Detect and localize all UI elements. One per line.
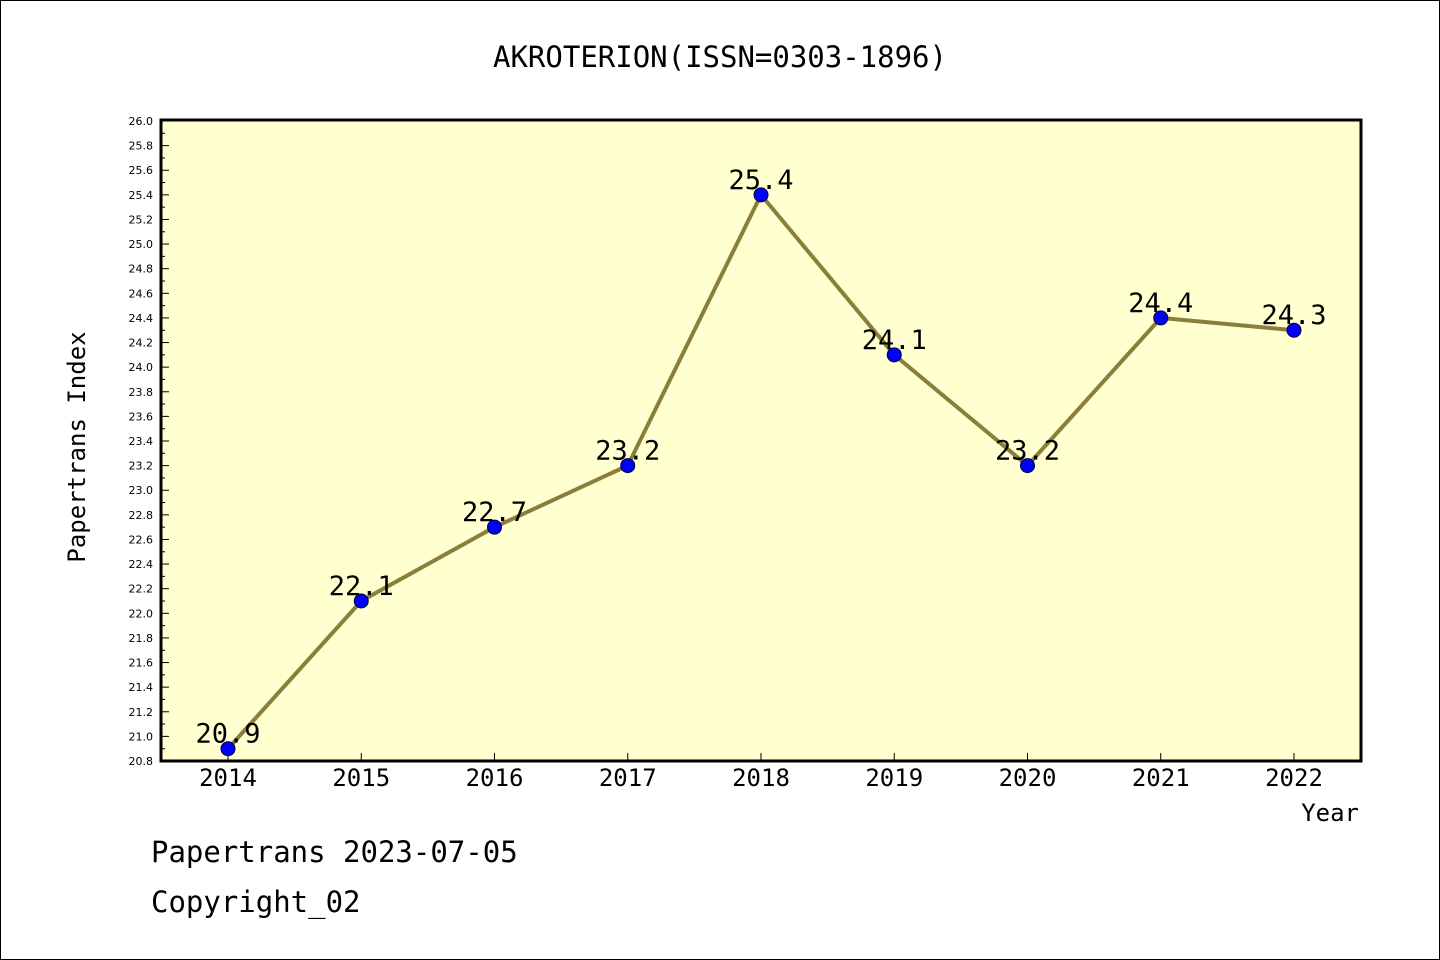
data-label: 24.3	[1261, 300, 1326, 331]
y-tick-label: 25.4	[129, 189, 154, 202]
y-tick-label: 24.6	[129, 287, 154, 300]
y-tick-label: 23.2	[129, 460, 154, 473]
y-tick-label: 22.0	[129, 607, 154, 620]
y-tick-label: 26.0	[129, 115, 154, 128]
y-tick-label: 22.2	[129, 583, 154, 596]
x-axis: 2014 2015 2016 2017 2018 2019 2020 2021 2022	[199, 753, 1323, 792]
x-tick-label: 2014	[199, 764, 257, 792]
data-point	[220, 741, 236, 757]
y-tick-label: 22.8	[129, 509, 154, 522]
y-tick-label: 22.6	[129, 533, 154, 546]
x-tick-label: 2021	[1132, 764, 1190, 792]
data-label: 23.2	[995, 436, 1060, 467]
y-tick-label: 22.4	[129, 558, 154, 571]
data-label-layer: 20.9 22.1 22.7 23.2 25.4 24.1 23.2 24.4 24.3	[195, 165, 1326, 750]
x-tick-label: 2020	[999, 764, 1057, 792]
y-tick-label: 23.6	[129, 410, 154, 423]
y-tick-label: 25.2	[129, 213, 154, 226]
y-axis-label: Papertrans Index	[63, 331, 91, 562]
footer-date: Papertrans 2023-07-05	[151, 835, 518, 869]
point-layer	[220, 187, 1302, 757]
y-tick-label: 21.2	[129, 706, 154, 719]
y-tick-label: 21.4	[129, 681, 154, 694]
plot-area	[159, 118, 1363, 763]
y-tick-label: 25.8	[129, 140, 154, 153]
x-tick-label: 2016	[466, 764, 524, 792]
data-label: 20.9	[195, 719, 260, 750]
data-point	[753, 187, 769, 203]
x-tick-label: 2019	[865, 764, 923, 792]
y-axis: 20.8 21.0 21.2 21.4 21.6 21.8 22.0 22.2 22.4 22.6…	[129, 115, 169, 768]
x-axis-label: Year	[1301, 799, 1359, 827]
y-tick-label: 24.0	[129, 361, 154, 374]
y-tick-label: 23.4	[129, 435, 154, 448]
footer-copyright: Copyright_02	[151, 885, 361, 919]
y-tick-label: 24.2	[129, 337, 154, 350]
data-point	[487, 519, 502, 535]
data-point	[886, 347, 902, 363]
y-tick-label: 21.6	[129, 657, 154, 670]
y-tick-label: 25.0	[129, 238, 154, 251]
y-tick-label: 20.8	[129, 755, 154, 768]
y-tick-label: 23.0	[129, 484, 154, 497]
y-tick-label: 21.8	[129, 632, 154, 645]
x-tick-label: 2018	[732, 764, 790, 792]
y-tick-label: 24.8	[129, 263, 154, 276]
data-label: 24.1	[862, 325, 927, 356]
y-tick-label: 25.6	[129, 164, 154, 177]
data-label: 24.4	[1128, 288, 1193, 319]
data-point	[1020, 458, 1035, 474]
y-tick-label: 23.8	[129, 386, 154, 399]
data-label: 22.7	[462, 497, 527, 528]
data-point	[1153, 310, 1169, 326]
data-label: 22.1	[329, 571, 394, 602]
chart-title: AKROTERION(ISSN=0303-1896)	[493, 40, 947, 74]
data-point	[353, 593, 369, 609]
data-point	[1286, 322, 1302, 338]
data-point	[620, 458, 636, 474]
y-tick-label: 24.4	[129, 312, 154, 325]
x-tick-label: 2022	[1265, 764, 1323, 792]
x-tick-label: 2017	[599, 764, 657, 792]
y-tick-label: 21.0	[129, 730, 154, 743]
x-tick-label: 2015	[332, 764, 390, 792]
data-label: 23.2	[595, 436, 660, 467]
data-label: 25.4	[728, 165, 793, 196]
